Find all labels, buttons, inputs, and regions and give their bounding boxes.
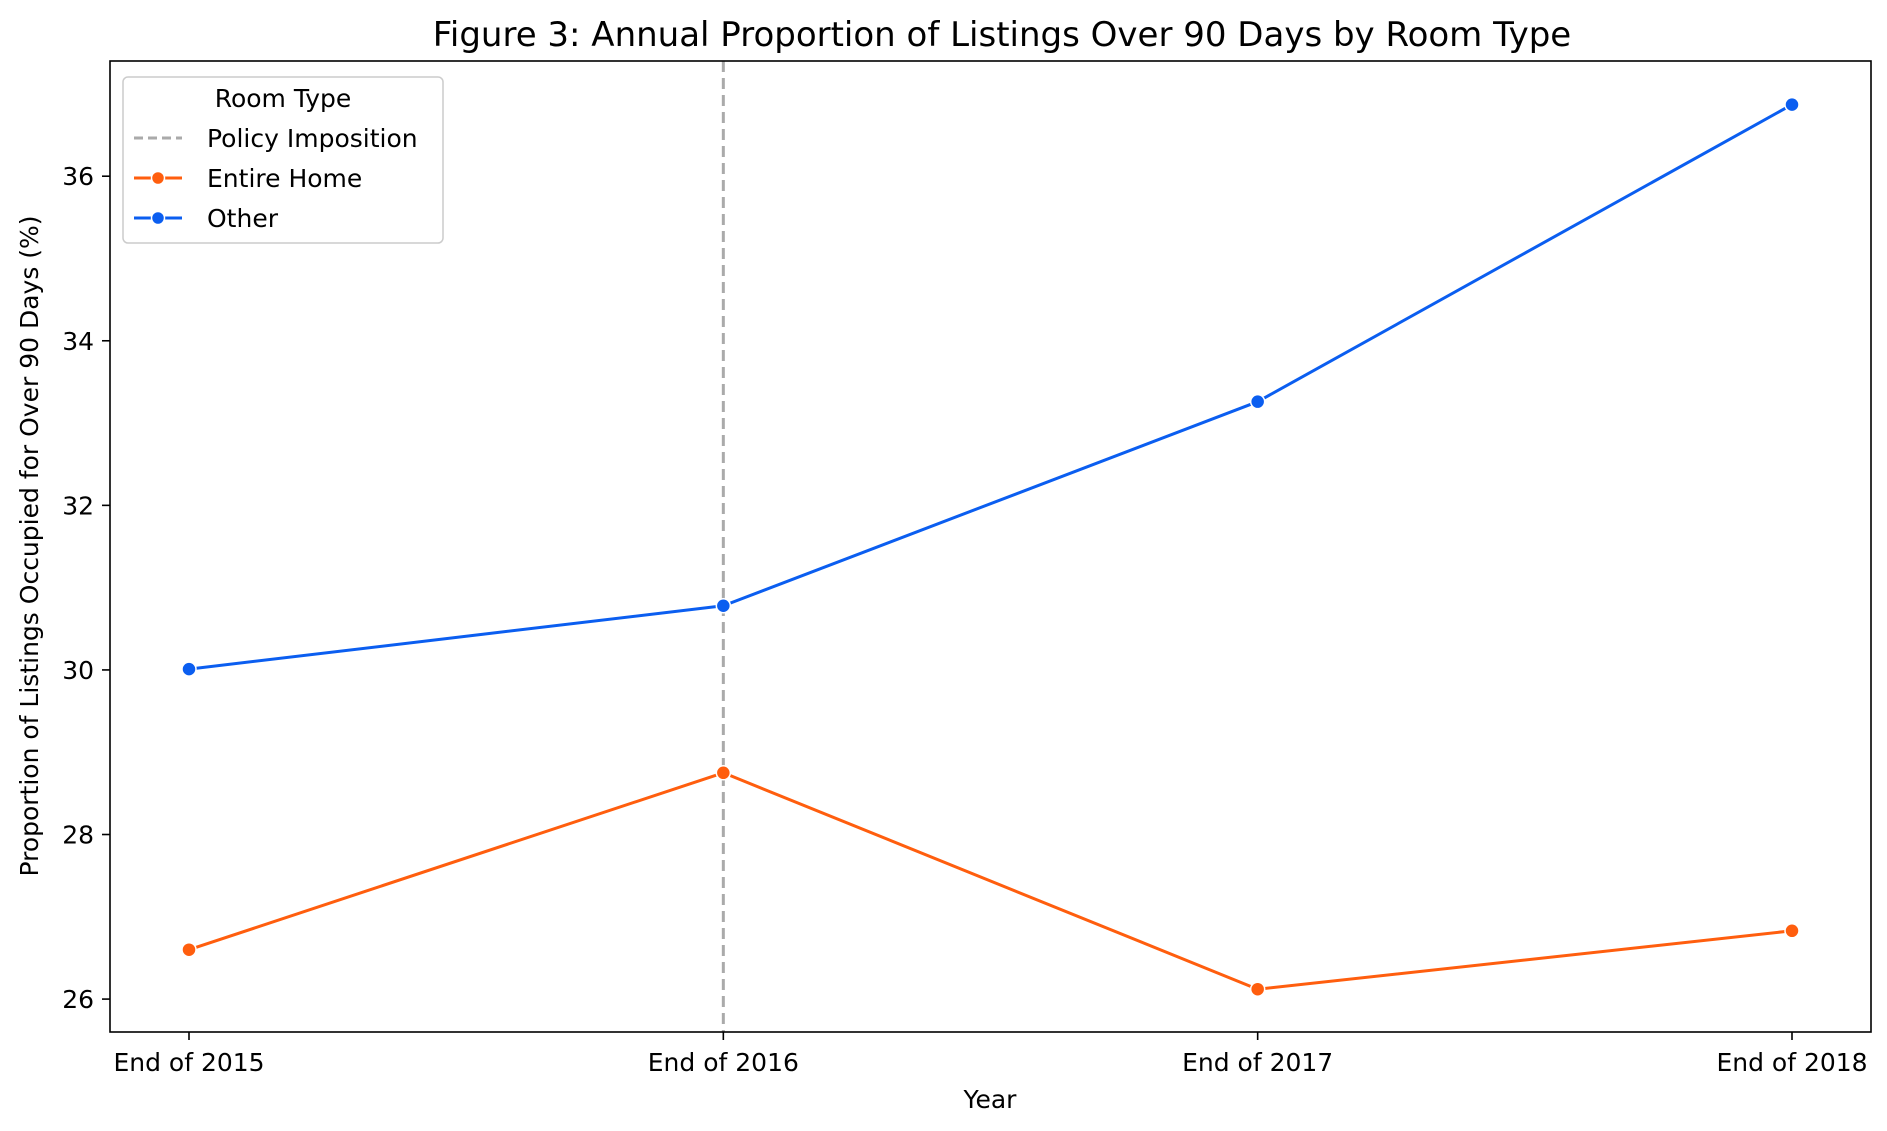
data-point-entire-home-end-of-2016 [715,765,732,781]
chart-title: Figure 3: Annual Proportion of Listings … [433,15,1571,55]
x-axis-label: Year [963,1085,1018,1114]
plot-area [181,61,1800,1032]
data-point-other-end-of-2018 [1784,96,1800,113]
x-tick-label: End of 2018 [1716,1048,1867,1077]
plot-frame [109,60,1872,1033]
legend: Room Type Policy Imposition Entire Home … [122,76,444,244]
y-axis: 26 28 30 32 34 36 [62,162,110,1014]
legend-entry-policy-imposition: Policy Imposition [207,124,418,153]
legend-box [122,76,444,244]
y-tick-label: 28 [62,821,94,850]
data-point-entire-home-end-of-2015 [181,941,197,958]
legend-other-marker [150,210,166,226]
legend-entire-home-marker [150,170,166,186]
data-point-entire-home-end-of-2017 [1249,981,1266,997]
x-axis: End of 2015 End of 2016 End of 2017 End of … [113,1032,1868,1077]
x-tick-label: End of 2015 [113,1048,264,1077]
data-point-other-end-of-2017 [1249,393,1266,410]
y-tick-label: 26 [62,985,94,1014]
series-line-entire-home [188,771,1793,991]
y-axis-label: Proportion of Listings Occupied for Over… [15,215,44,876]
legend-title: Room Type [215,84,352,113]
x-tick-label: End of 2017 [1182,1048,1333,1077]
legend-entry-entire-home: Entire Home [207,164,362,193]
legend-entry-other: Other [207,204,279,233]
series-line-other [188,103,1793,671]
x-tick-label: End of 2016 [648,1048,799,1077]
y-tick-label: 30 [62,656,94,685]
y-tick-label: 34 [62,327,94,356]
y-tick-label: 36 [62,162,94,191]
data-point-entire-home-end-of-2018 [1784,923,1800,939]
y-tick-label: 32 [62,491,94,520]
data-point-other-end-of-2016 [715,597,732,614]
data-point-other-end-of-2015 [181,661,197,677]
